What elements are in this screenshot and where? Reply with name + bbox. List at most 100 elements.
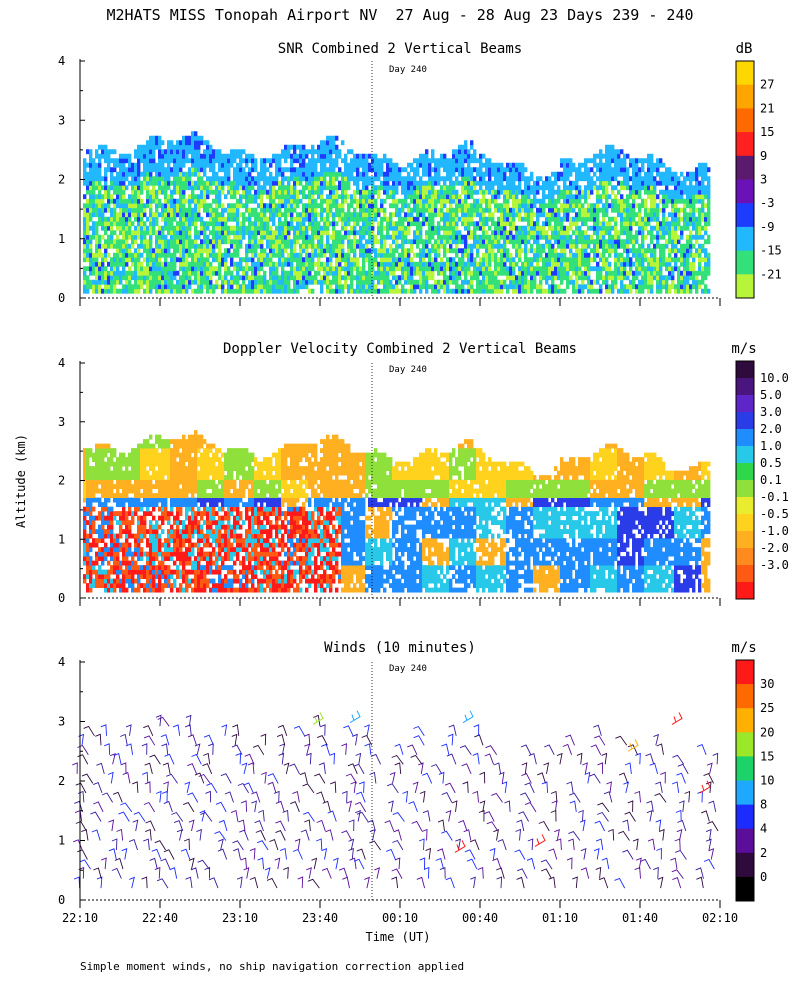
snr-cell: [299, 167, 303, 173]
snr-cell: [545, 243, 549, 249]
snr-cell: [476, 189, 480, 195]
snr-cell: [152, 140, 156, 146]
snr-cell: [194, 252, 198, 258]
snr-cell: [494, 284, 498, 290]
snr-cell: [395, 279, 399, 285]
snr-cell: [635, 230, 639, 236]
snr-cell: [377, 266, 381, 272]
snr-cell: [230, 189, 234, 195]
snr-cell: [443, 198, 447, 204]
snr-cell: [236, 171, 240, 177]
snr-cell: [314, 279, 318, 285]
snr-cell: [596, 221, 600, 227]
snr-cell: [500, 270, 504, 276]
snr-cell: [329, 279, 333, 285]
snr-cell: [350, 248, 354, 254]
snr-cell: [263, 248, 267, 254]
snr-cell: [368, 270, 372, 276]
snr-cell: [137, 194, 141, 200]
snr-cell: [356, 239, 360, 245]
snr-cell: [425, 158, 429, 164]
snr-cell: [122, 198, 126, 204]
snr-cell: [593, 243, 597, 249]
snr-cell: [128, 167, 132, 173]
snr-cell: [161, 243, 165, 249]
snr-cell: [575, 243, 579, 249]
snr-cell: [413, 176, 417, 182]
snr-cell: [311, 189, 315, 195]
snr-cell: [320, 189, 324, 195]
snr-cell: [602, 225, 606, 231]
snr-cell: [329, 149, 333, 155]
snr-cell: [191, 266, 195, 272]
snr-cell: [548, 270, 552, 276]
snr-cell: [275, 158, 279, 164]
snr-cell: [365, 243, 369, 249]
snr-cell: [269, 212, 273, 218]
snr-cell: [485, 266, 489, 272]
snr-cell: [338, 149, 342, 155]
snr-cell: [86, 239, 90, 245]
snr-cell: [371, 198, 375, 204]
snr-cell: [392, 284, 396, 290]
snr-cell: [95, 248, 99, 254]
snr-cell: [503, 243, 507, 249]
snr-cell: [452, 288, 456, 294]
snr-cell: [272, 252, 276, 258]
snr-cell: [593, 252, 597, 258]
snr-cell: [383, 225, 387, 231]
snr-cell: [434, 162, 438, 168]
snr-cell: [257, 266, 261, 272]
snr-cell: [281, 153, 285, 159]
snr-cell: [95, 194, 99, 200]
snr-cell: [320, 288, 324, 294]
snr-cell: [404, 266, 408, 272]
snr-cell: [119, 257, 123, 263]
snr-cell: [152, 180, 156, 186]
snr-cell: [152, 248, 156, 254]
snr-cell: [164, 288, 168, 294]
snr-cell: [449, 288, 453, 294]
snr-cell: [515, 194, 519, 200]
snr-cell: [296, 275, 300, 281]
snr-cell: [353, 248, 357, 254]
snr-cell: [362, 158, 366, 164]
snr-cell: [122, 189, 126, 195]
snr-cell: [497, 261, 501, 267]
snr-cell: [401, 176, 405, 182]
snr-cell: [563, 239, 567, 245]
snr-cell: [398, 288, 402, 294]
snr-cell: [170, 243, 174, 249]
snr-cell: [167, 221, 171, 227]
snr-cell: [455, 162, 459, 168]
snr-cell: [326, 284, 330, 290]
snr-cell: [332, 266, 336, 272]
snr-cell: [308, 279, 312, 285]
snr-cell: [455, 288, 459, 294]
snr-cell: [185, 221, 189, 227]
snr-cell: [254, 225, 258, 231]
snr-cell: [119, 279, 123, 285]
snr-cell: [383, 180, 387, 186]
snr-cell: [104, 257, 108, 263]
snr-cell: [383, 153, 387, 159]
snr-cell: [353, 207, 357, 213]
snr-cell: [95, 239, 99, 245]
snr-cell: [455, 225, 459, 231]
snr-cell: [575, 203, 579, 209]
snr-cell: [638, 284, 642, 290]
snr-cell: [221, 167, 225, 173]
snr-cell: [443, 221, 447, 227]
snr-cell: [422, 158, 426, 164]
snr-cell: [410, 257, 414, 263]
snr-cell: [626, 171, 630, 177]
snr-cell: [203, 167, 207, 173]
snr-cell: [152, 153, 156, 159]
snr-cell: [428, 194, 432, 200]
snr-cell: [341, 176, 345, 182]
snr-cell: [107, 270, 111, 276]
snr-cell: [635, 221, 639, 227]
snr-cell: [260, 194, 264, 200]
snr-cell: [551, 234, 555, 240]
snr-cell: [122, 243, 126, 249]
